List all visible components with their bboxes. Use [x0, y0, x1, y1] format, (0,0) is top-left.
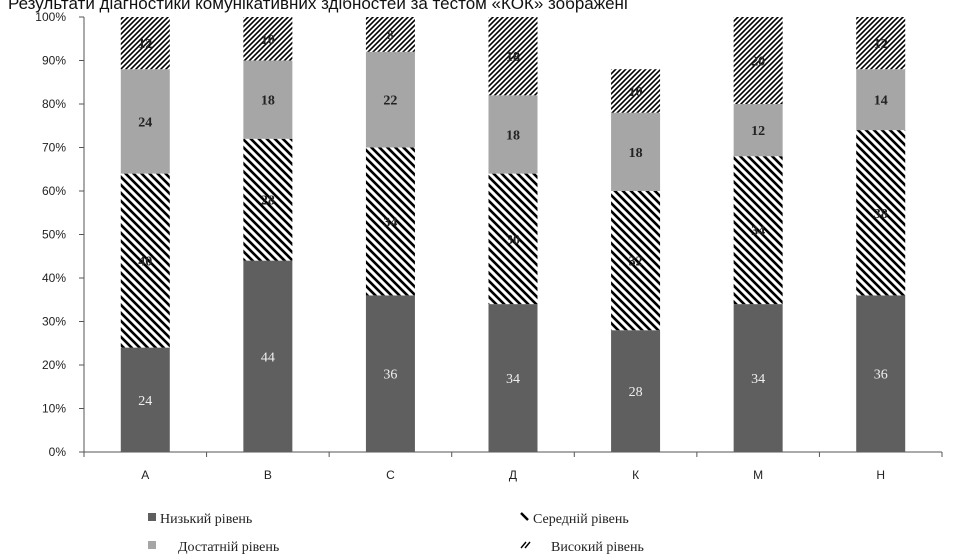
bar-segment	[733, 104, 783, 157]
bars: 24 40 24 12 44 28 18 10 36 34 22 8 34 30 18 18 28 32 18 10 3…	[120, 17, 906, 452]
legend-item: Низький рівень	[148, 512, 252, 527]
bar-segment	[733, 304, 783, 452]
data-label: 32	[629, 255, 643, 270]
bar-segment	[120, 17, 170, 70]
bar-segment	[611, 191, 661, 331]
data-label: 34	[751, 372, 765, 387]
bar-segment	[611, 112, 661, 191]
x-tick-label: Д	[509, 468, 517, 482]
bar-segment	[856, 17, 906, 70]
bar-segment	[611, 330, 661, 452]
legend-label: Низький рівень	[160, 512, 252, 527]
bar-segment	[120, 69, 170, 174]
data-label: 8	[387, 28, 394, 43]
y-tick-label: 100%	[35, 10, 66, 24]
legend-label: Достатній рівень	[178, 540, 279, 555]
legend-swatch	[148, 541, 156, 549]
x-tick-label: К	[632, 468, 639, 482]
y-tick-label: 60%	[42, 184, 66, 198]
bar-segment	[733, 156, 783, 305]
y-tick-label: 90%	[42, 54, 66, 68]
data-label: 10	[629, 85, 643, 100]
bar-segment	[856, 295, 906, 452]
bar-segment	[611, 69, 661, 113]
data-label: 40	[138, 255, 152, 270]
bar-segment	[488, 95, 538, 174]
x-tick-label: С	[386, 468, 395, 482]
data-label: 18	[506, 50, 520, 65]
data-label: 34	[751, 224, 765, 239]
bar-segment	[488, 173, 538, 305]
legend-swatch	[520, 512, 529, 521]
bar-segment	[365, 51, 415, 148]
legend-swatch	[524, 541, 531, 549]
data-label: 44	[261, 350, 275, 365]
bar-segment	[120, 173, 170, 348]
data-label: 18	[506, 128, 520, 143]
data-label: 22	[383, 94, 397, 109]
data-label: 18	[629, 146, 643, 161]
data-label: 12	[874, 37, 888, 52]
data-label: 30	[506, 233, 520, 248]
data-label: 14	[874, 94, 888, 109]
x-tick-label: В	[264, 468, 272, 482]
data-label: 18	[261, 94, 275, 109]
y-tick-label: 50%	[42, 228, 66, 242]
legend-label: Середній рівень	[533, 512, 629, 527]
data-label: 24	[138, 394, 152, 409]
legend-item: Середній рівень	[520, 512, 629, 527]
y-tick-label: 0%	[49, 445, 67, 459]
data-label: 34	[506, 372, 520, 387]
legend-swatch	[520, 541, 527, 549]
bar-segment	[120, 347, 170, 452]
legend-item: Високий рівень	[520, 540, 644, 555]
bar-segment	[856, 130, 906, 296]
bar-segment	[733, 17, 783, 104]
data-label: 24	[138, 115, 152, 130]
bar-segment	[488, 17, 538, 96]
data-label: 20	[751, 55, 765, 70]
y-tick-label: 70%	[42, 141, 66, 155]
y-tick-label: 10%	[42, 402, 66, 416]
bar-segment	[243, 260, 293, 452]
bar-segment	[365, 17, 415, 52]
data-label: 28	[629, 385, 643, 400]
data-label: 28	[261, 194, 275, 209]
data-label: 36	[874, 368, 888, 383]
bar-segment	[365, 147, 415, 296]
legend: Низький рівень Середній рівень Достатній р…	[148, 512, 644, 555]
chart-title: Результати діагностики комунікативних зд…	[8, 0, 628, 13]
bar-segment	[365, 295, 415, 452]
bar-segment	[243, 60, 293, 139]
data-label: 38	[874, 207, 888, 222]
y-tick-label: 30%	[42, 315, 66, 329]
legend-item: Достатній рівень	[148, 540, 279, 555]
y-tick-label: 40%	[42, 271, 66, 285]
legend-label: Високий рівень	[551, 540, 644, 555]
x-tick-label: М	[753, 468, 763, 482]
x-tick-label: А	[141, 468, 149, 482]
bar-segment	[856, 69, 906, 131]
y-tick-label: 20%	[42, 358, 66, 372]
bar-segment	[488, 304, 538, 452]
axes: 0% 10% 20% 30% 40% 50% 60% 70% 80% 90% 100% А В С Д К М Н	[35, 10, 943, 482]
data-label: 12	[138, 37, 152, 52]
legend-swatch	[148, 513, 156, 521]
data-label: 36	[383, 368, 397, 383]
x-tick-label: Н	[876, 468, 885, 482]
bar-segment	[243, 138, 293, 261]
y-tick-label: 80%	[42, 97, 66, 111]
data-label: 34	[383, 215, 397, 230]
data-label: 10	[261, 33, 275, 48]
data-label: 12	[751, 124, 765, 139]
bar-segment	[243, 17, 293, 61]
